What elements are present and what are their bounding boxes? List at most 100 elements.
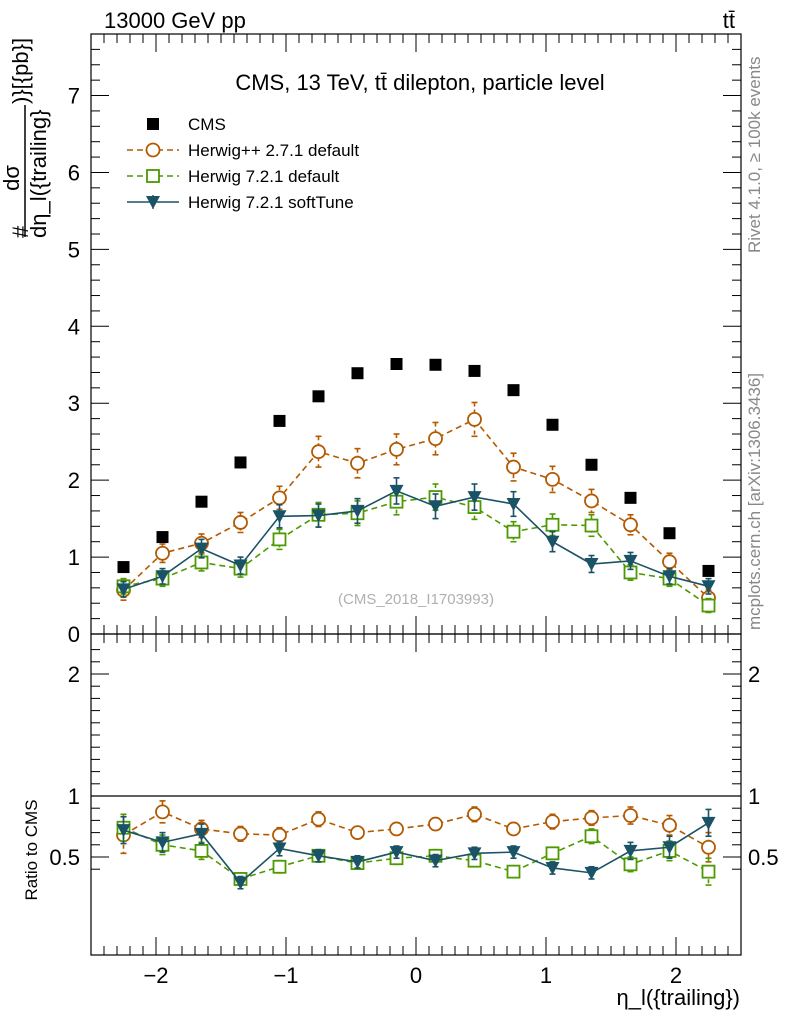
data-point-main xyxy=(350,504,365,518)
data-point-ratio xyxy=(116,824,131,838)
data-point-main xyxy=(584,558,599,571)
series-line-ratio xyxy=(123,810,709,848)
legend-label: Herwig++ 2.7.1 default xyxy=(188,141,359,160)
data-point-ratio xyxy=(194,844,209,858)
mcplots-reference-label: mcplots.cern.ch [arXiv:1306.3436] xyxy=(745,373,764,630)
legend-marker xyxy=(146,169,160,183)
data-point-main xyxy=(156,531,169,544)
legend-marker xyxy=(145,142,161,158)
data-point-main xyxy=(390,358,403,370)
data-point-ratio xyxy=(233,826,248,842)
data-point-ratio xyxy=(584,866,599,880)
series-main-cms xyxy=(117,358,715,577)
data-point-main xyxy=(507,384,520,397)
x-tick-label: −2 xyxy=(143,963,168,988)
data-point-main xyxy=(272,490,287,506)
data-point-ratio xyxy=(506,821,521,837)
data-point-ratio xyxy=(272,842,287,856)
legend-marker xyxy=(146,196,160,209)
data-point-main xyxy=(311,444,326,460)
data-point-main xyxy=(506,459,521,475)
y-tick-label: 7 xyxy=(68,84,80,109)
x-axis-label: η_l({trailing}) xyxy=(616,985,740,1010)
data-point-main xyxy=(468,364,481,377)
data-point-main xyxy=(662,570,677,584)
data-series-layer xyxy=(116,358,716,890)
data-point-main xyxy=(467,411,482,427)
ratio-tick-label-right: 0.5 xyxy=(748,845,779,870)
series-main-herwig-7-2-1-softtune xyxy=(116,477,716,598)
ratio-tick-label-right: 2 xyxy=(748,662,760,687)
data-point-main xyxy=(662,554,677,570)
data-point-main xyxy=(546,418,559,431)
y-label-unit: )}[{pb}] xyxy=(8,38,33,104)
data-point-main xyxy=(702,564,715,577)
y-tick-label: 2 xyxy=(68,468,80,493)
header-energy-label: 13000 GeV pp xyxy=(104,8,246,33)
x-tick-label: −1 xyxy=(273,963,298,988)
data-point-ratio xyxy=(467,847,482,861)
data-point-main xyxy=(234,456,247,469)
ratio-tick-label-right: 1 xyxy=(748,784,760,809)
x-tick-label: 2 xyxy=(670,963,682,988)
data-point-main xyxy=(312,390,325,403)
data-point-main xyxy=(194,542,209,556)
data-point-ratio xyxy=(272,827,287,843)
y-tick-label: 5 xyxy=(68,237,80,262)
legend-item: CMS xyxy=(147,115,226,134)
data-point-main xyxy=(272,532,287,547)
ratio-tick-label-left: 1 xyxy=(68,784,80,809)
series-line-ratio xyxy=(123,822,709,884)
legend-label: CMS xyxy=(188,115,226,134)
data-point-ratio xyxy=(350,825,365,840)
data-point-ratio xyxy=(428,816,443,832)
data-point-ratio xyxy=(545,861,560,875)
data-point-ratio xyxy=(623,808,638,823)
ratio-y-axis-label: Ratio to CMS xyxy=(22,799,41,900)
legend-label: Herwig 7.2.1 default xyxy=(188,167,339,186)
data-point-ratio xyxy=(584,829,599,844)
data-point-ratio xyxy=(155,804,170,820)
ratio-tick-label-left: 2 xyxy=(68,662,80,687)
series-line-main xyxy=(123,490,709,591)
data-point-main xyxy=(389,441,404,457)
data-point-main xyxy=(624,491,637,504)
data-point-ratio xyxy=(662,841,677,855)
data-point-ratio xyxy=(194,827,209,841)
data-point-main xyxy=(701,580,716,594)
legend-marker xyxy=(147,118,159,130)
data-point-ratio xyxy=(233,876,248,890)
y-tick-label: 1 xyxy=(68,545,80,570)
data-point-ratio xyxy=(389,846,404,860)
data-point-ratio xyxy=(701,864,716,879)
y-tick-label: 0 xyxy=(68,622,80,647)
data-point-main xyxy=(506,524,521,539)
data-point-main xyxy=(623,554,638,568)
data-point-main xyxy=(623,517,638,533)
data-point-main xyxy=(429,358,442,371)
data-point-ratio xyxy=(584,810,599,826)
data-point-ratio xyxy=(155,836,170,850)
legend-label: Herwig 7.2.1 softTune xyxy=(188,193,354,212)
ratio-plot-frame xyxy=(90,633,742,956)
data-point-main xyxy=(311,509,326,523)
series-line-ratio xyxy=(123,826,709,880)
data-point-ratio xyxy=(311,849,326,863)
data-point-ratio xyxy=(545,814,560,830)
rivet-version-label: Rivet 4.1.0, ≥ 100k events xyxy=(745,57,764,253)
data-point-ratio xyxy=(662,817,677,833)
data-point-ratio xyxy=(701,816,716,830)
data-point-ratio xyxy=(545,846,560,861)
data-point-ratio xyxy=(428,854,443,868)
data-point-ratio xyxy=(389,821,404,837)
data-point-ratio xyxy=(506,864,521,879)
axis-ticks xyxy=(90,33,742,955)
data-point-main xyxy=(195,495,208,508)
y-label-denominator: dη_l({trailing} xyxy=(26,110,51,238)
series-line-main xyxy=(123,496,709,607)
ratio-tick-label-left: 0.5 xyxy=(49,845,80,870)
y-label-numerator: dσ xyxy=(0,165,24,191)
main-y-axis-label: # dσ dη_l({trailing} )}[{pb}] xyxy=(0,38,51,238)
legend-item: Herwig++ 2.7.1 default xyxy=(127,141,359,160)
data-point-main xyxy=(428,500,443,514)
